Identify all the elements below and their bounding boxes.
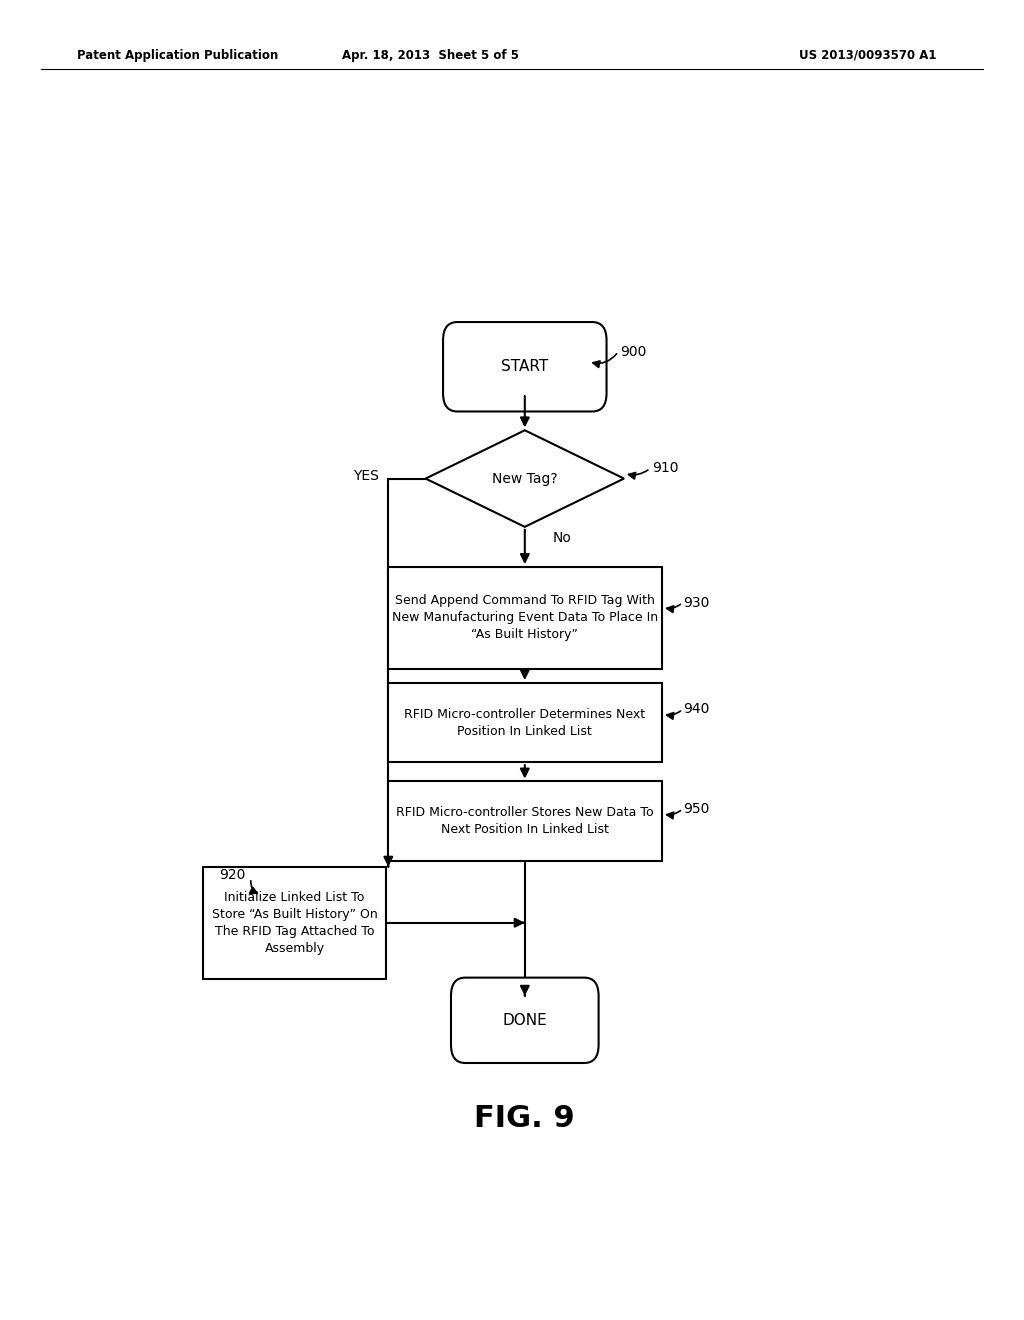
Text: 910: 910 (652, 462, 678, 475)
Text: Initialize Linked List To
Store “As Built History” On
The RFID Tag Attached To
A: Initialize Linked List To Store “As Buil… (212, 891, 378, 954)
Text: 920: 920 (219, 869, 246, 882)
Text: 940: 940 (684, 702, 710, 717)
Text: Apr. 18, 2013  Sheet 5 of 5: Apr. 18, 2013 Sheet 5 of 5 (342, 49, 518, 62)
Text: RFID Micro-controller Determines Next
Position In Linked List: RFID Micro-controller Determines Next Po… (404, 708, 645, 738)
Text: 950: 950 (684, 801, 710, 816)
Polygon shape (426, 430, 624, 527)
Text: DONE: DONE (503, 1012, 547, 1028)
Bar (204, 867, 386, 978)
FancyBboxPatch shape (451, 978, 599, 1063)
Text: New Tag?: New Tag? (492, 471, 558, 486)
Text: YES: YES (353, 469, 379, 483)
Text: FIG. 9: FIG. 9 (474, 1105, 575, 1134)
Bar (388, 781, 662, 861)
Text: 930: 930 (684, 595, 710, 610)
Text: START: START (501, 359, 549, 375)
Text: Send Append Command To RFID Tag With
New Manufacturing Event Data To Place In
“A: Send Append Command To RFID Tag With New… (392, 594, 657, 642)
Text: RFID Micro-controller Stores New Data To
Next Position In Linked List: RFID Micro-controller Stores New Data To… (396, 807, 653, 836)
Text: No: No (553, 531, 571, 545)
Text: US 2013/0093570 A1: US 2013/0093570 A1 (799, 49, 936, 62)
Text: 900: 900 (620, 345, 646, 359)
Bar (388, 568, 662, 669)
Bar (388, 682, 662, 762)
FancyBboxPatch shape (443, 322, 606, 412)
Text: Patent Application Publication: Patent Application Publication (77, 49, 279, 62)
